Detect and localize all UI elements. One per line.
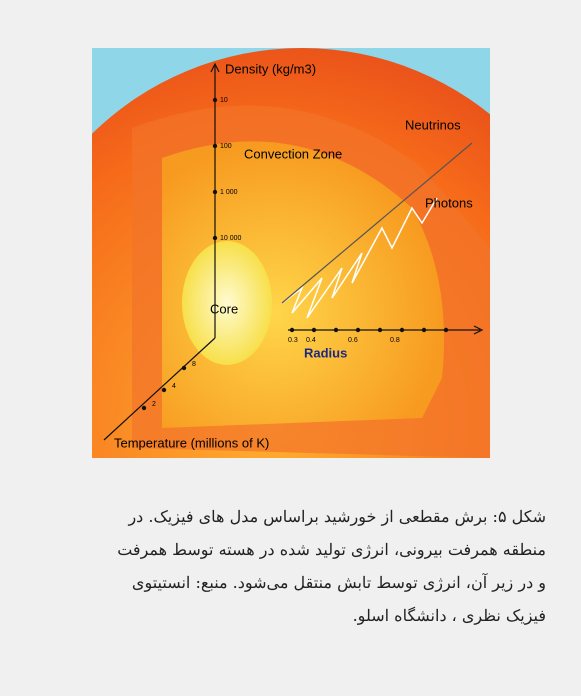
caption-line: فیزیک نظری ، دانشگاه اسلو. — [352, 606, 546, 625]
caption: شکل ۵: برش مقطعی از خورشید براساس مدل ها… — [30, 500, 546, 632]
density-tick: 10 000 — [220, 235, 242, 242]
caption-line: شکل ۵: برش مقطعی از خورشید براساس مدل ها… — [128, 507, 546, 526]
density-tick: 10 — [220, 97, 228, 104]
density-label: Density (kg/m3) — [225, 61, 316, 76]
tick-dot — [212, 189, 218, 195]
tick-dot — [161, 387, 167, 393]
radius-tick: 0.4 — [306, 337, 316, 344]
tick-dot — [377, 327, 383, 333]
photon-path — [281, 197, 438, 319]
radius-tick: 0.8 — [390, 337, 400, 344]
core-label: Core — [210, 301, 238, 316]
tick-dot — [421, 327, 427, 333]
sun-figure: Density (kg/m3) Neutrinos Convection Zon… — [92, 48, 490, 458]
tick-dot — [212, 143, 218, 149]
tick-dot — [311, 327, 317, 333]
tick-dot — [399, 327, 405, 333]
radius-tick: 0.3 — [288, 337, 298, 344]
convection-label: Convection Zone — [244, 146, 342, 161]
tick-dot — [355, 327, 361, 333]
caption-line: و در زیر آن، انرژی توسط تابش منتقل می‌شو… — [131, 573, 546, 592]
tick-dot — [212, 235, 218, 241]
neutrinos-label: Neutrinos — [405, 117, 461, 132]
tick-dot — [289, 327, 295, 333]
density-tick: 1 000 — [220, 189, 238, 196]
density-tick: 100 — [220, 143, 232, 150]
core — [182, 241, 272, 365]
temperature-tick: 8 — [192, 361, 196, 368]
tick-dot — [443, 327, 449, 333]
temperature-label: Temperature (millions of K) — [114, 435, 269, 450]
photons-label: Photons — [425, 195, 473, 210]
radius-label: Radius — [304, 345, 347, 360]
temperature-tick: 2 — [152, 401, 156, 408]
tick-dot — [181, 365, 187, 371]
temperature-tick: 4 — [172, 383, 176, 390]
tick-dot — [141, 405, 147, 411]
caption-line: منطقه همرفت بیرونی، انرژی تولید شده در ه… — [117, 540, 546, 559]
radius-tick: 0.6 — [348, 337, 358, 344]
tick-dot — [212, 97, 218, 103]
tick-dot — [333, 327, 339, 333]
